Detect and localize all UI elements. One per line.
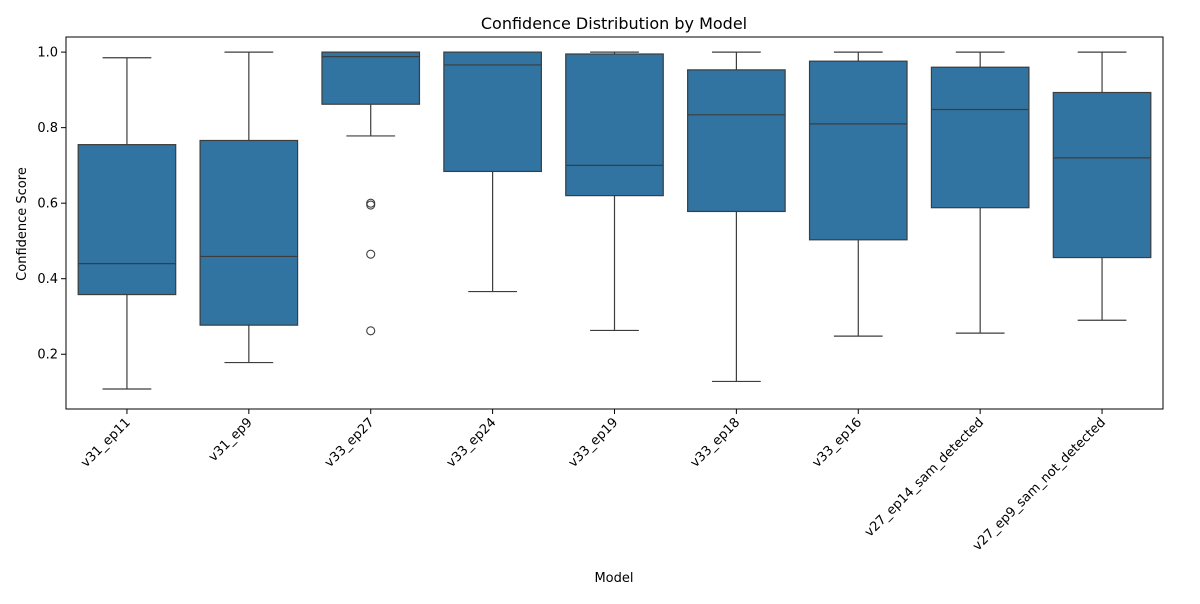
x-axis-label: Model [594,571,633,586]
box-iqr [443,51,542,173]
box-iqr [1052,91,1152,259]
x-tick-label: v27_ep9_sam_not_detected [970,415,1109,554]
y-axis-label: Confidence Score [15,167,30,281]
y-tick-label: 0.8 [37,121,58,136]
outlier-point [366,249,376,259]
box-iqr [77,144,177,296]
x-tick-label: v33_ep16 [810,415,866,471]
outlier-point [366,326,376,336]
x-tick-label: v33_ep24 [444,415,500,471]
x-tick-label: v31_ep11 [78,415,134,471]
x-tick-label: v33_ep18 [688,415,744,471]
outlier-point [366,198,376,208]
outlier-point [366,200,376,210]
box-iqr [321,51,421,105]
x-tick-label: v27_ep14_sam_detected [862,415,987,540]
x-tick-label: v33_ep27 [322,415,378,471]
axes-frame [65,36,1164,410]
y-tick-label: 0.2 [37,348,58,363]
chart-title: Confidence Distribution by Model [481,14,747,33]
x-tick-label: v33_ep19 [566,415,622,471]
y-tick-label: 0.4 [37,272,58,287]
box-iqr [930,66,1030,209]
y-tick-label: 1.0 [37,46,58,61]
y-tick-label: 0.6 [37,197,58,212]
plot-area: v31_ep11 v31_ep9 v33_ep27 v33_ep24 v33_ep19 v… [37,36,1164,554]
x-tick-label: v31_ep9 [206,415,256,465]
box-iqr [808,60,908,241]
box-iqr [565,53,664,197]
box-iqr [199,139,299,326]
box-iqr [687,69,786,213]
